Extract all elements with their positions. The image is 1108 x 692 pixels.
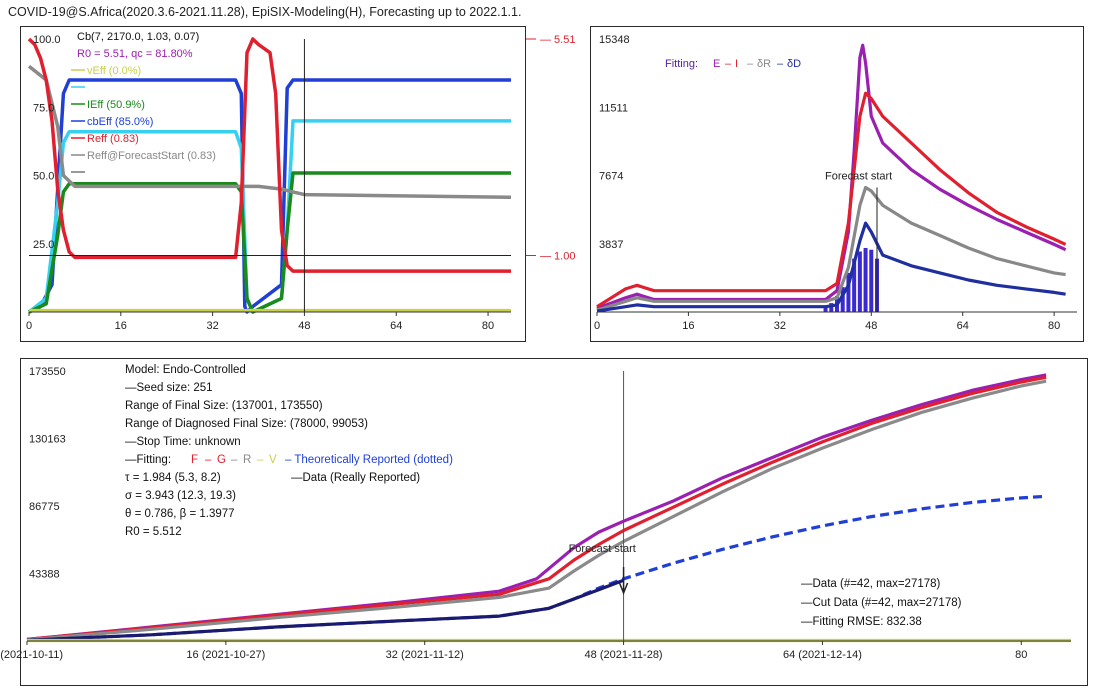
y-tick-label: 100.0: [33, 34, 61, 46]
info-line: —Seed size: 251: [125, 382, 213, 394]
series-line-i: [596, 91, 1067, 309]
series-line-δd: [596, 221, 1066, 313]
y-tick-label: 86775: [29, 501, 60, 513]
fitting-label: —Fitting:: [125, 454, 171, 466]
data-bar: [863, 247, 868, 312]
legend-separator: –: [725, 58, 732, 70]
series-line-e: [596, 43, 1067, 310]
y-tick-label: 15348: [599, 34, 630, 46]
data-bar: [840, 287, 845, 312]
forecast-arrow: [618, 567, 629, 596]
bottom-legend-line: —Cut Data (#=42, max=27178): [801, 597, 962, 609]
effectiveness-panel: 100.0 75.0 50.0 25.0 — 5.51 — 1.00 0 16 32 48 64 80…: [20, 26, 576, 342]
x-tick-label: 80: [482, 320, 494, 332]
right-tick-label: — 1.00: [540, 250, 575, 262]
data-bar: [857, 251, 862, 312]
legend-label: Cb(7, 2170.0, 1.03, 0.07): [77, 31, 199, 43]
y-tick-label: 3837: [599, 239, 623, 251]
x-tick-label: 80: [1015, 649, 1027, 661]
y-tick-label: 173550: [29, 366, 66, 378]
page-title: COVID-19@S.Africa(2020.3.6-2021.11.28), …: [8, 5, 522, 19]
x-tick-label: 0: [594, 320, 600, 332]
data-bar: [852, 258, 857, 312]
info-line: Range of Final Size: (137001, 173550): [125, 400, 323, 412]
info-line: Range of Diagnosed Final Size: (78000, 9…: [125, 418, 368, 430]
bottom-legend-line: —Fitting RMSE: 832.38: [801, 616, 922, 628]
fitting-item: F: [191, 454, 198, 466]
data-bar: [869, 249, 874, 312]
cumulative-panel: Forecast start 173550 130163 86775 43388 0 (2…: [0, 358, 1088, 686]
series-line-δr: [596, 185, 1066, 312]
info-line: —Stop Time: unknown: [125, 436, 241, 448]
data-label: —Data (Really Reported): [291, 472, 420, 484]
right-tick-label: — 5.51: [540, 34, 575, 46]
x-tick-label: 32: [206, 320, 218, 332]
series-line-reff: [27, 37, 511, 273]
param-line: τ = 1.984 (5.3, 8.2): [125, 472, 221, 484]
y-tick-label: 25.0: [33, 239, 54, 251]
legend-label: cbEff (85.0%): [87, 116, 153, 128]
x-tick-label: 32: [774, 320, 786, 332]
legend-label: Reff@ForecastStart (0.83): [87, 150, 216, 162]
param-line: σ = 3.943 (12.3, 19.3): [125, 490, 236, 502]
x-tick-label: 32 (2021-11-12): [386, 649, 464, 661]
legend-label: IEff (50.9%): [87, 99, 145, 111]
legend-separator: –: [777, 58, 784, 70]
x-tick-label: 0 (2021-10-11): [0, 649, 63, 661]
legend-label: E: [713, 58, 720, 70]
data-bar: [846, 272, 851, 312]
fitting-chart: Forecast start 15348 11511 7674 3837 0 16 32 48 6…: [594, 34, 1077, 332]
param-line: R0 = 5.512: [125, 526, 182, 538]
x-tick-label: 0: [26, 320, 32, 332]
data-bar: [823, 306, 828, 312]
effectiveness-chart: 100.0 75.0 50.0 25.0 — 5.51 — 1.00 0 16 32 48 64 80…: [26, 31, 576, 332]
bottom-legend-line: —Data (#=42, max=27178): [801, 578, 941, 590]
param-line: θ = 0.786, β = 1.3977: [125, 508, 235, 520]
legend-label: δD: [787, 58, 801, 70]
x-tick-label: 16: [115, 320, 127, 332]
fitting-separator: –: [205, 454, 212, 466]
y-tick-label: 75.0: [33, 102, 54, 114]
data-bar: [829, 303, 834, 312]
y-tick-label: 7674: [599, 171, 623, 183]
fitting-separator: –: [231, 454, 238, 466]
y-tick-label: 50.0: [33, 171, 54, 183]
x-tick-label: 64: [390, 320, 402, 332]
fitting-separator: –: [257, 454, 264, 466]
x-tick-label: 80: [1048, 320, 1060, 332]
fitting-item: V: [269, 454, 277, 466]
cumulative-chart: Forecast start 173550 130163 86775 43388 0 (2…: [0, 364, 1071, 661]
legend-separator: –: [747, 58, 754, 70]
legend-label: R0 = 5.51, qc = 81.80%: [77, 48, 193, 60]
series-line-ieff: [28, 171, 511, 314]
fitting-panel: Forecast start 15348 11511 7674 3837 0 16 32 48 6…: [590, 26, 1084, 342]
legend-label: I: [735, 58, 738, 70]
forecast-start-label: Forecast start: [825, 171, 892, 183]
x-tick-label: 48: [865, 320, 877, 332]
series-line-cyan: [27, 119, 511, 314]
legend-prefix: Fitting:: [665, 58, 698, 70]
fitting-item: R: [243, 454, 251, 466]
x-tick-label: 48: [298, 320, 310, 332]
x-tick-label: 64: [957, 320, 969, 332]
legend-label: vEff (0.0%): [87, 65, 141, 77]
x-tick-label: 16: [682, 320, 694, 332]
series-line-red: [26, 375, 1047, 641]
forecast-start-label: Forecast start: [569, 543, 636, 555]
x-tick-label: 64 (2021-12-14): [783, 649, 862, 661]
legend-label: δR: [757, 58, 771, 70]
x-tick-label: 16 (2021-10-27): [186, 649, 265, 661]
series-line-grey: [26, 379, 1047, 642]
y-tick-label: 43388: [29, 568, 60, 580]
x-tick-label: 48 (2021-11-28): [585, 649, 663, 661]
y-tick-label: 130163: [29, 433, 66, 445]
fitting-item: G: [217, 454, 226, 466]
y-tick-label: 11511: [599, 102, 628, 114]
legend-label: Reff (0.83): [87, 133, 139, 145]
series-line-data: [26, 578, 625, 642]
info-line: Model: Endo-Controlled: [125, 364, 246, 376]
theoretical-label: – Theoretically Reported (dotted): [285, 454, 453, 466]
